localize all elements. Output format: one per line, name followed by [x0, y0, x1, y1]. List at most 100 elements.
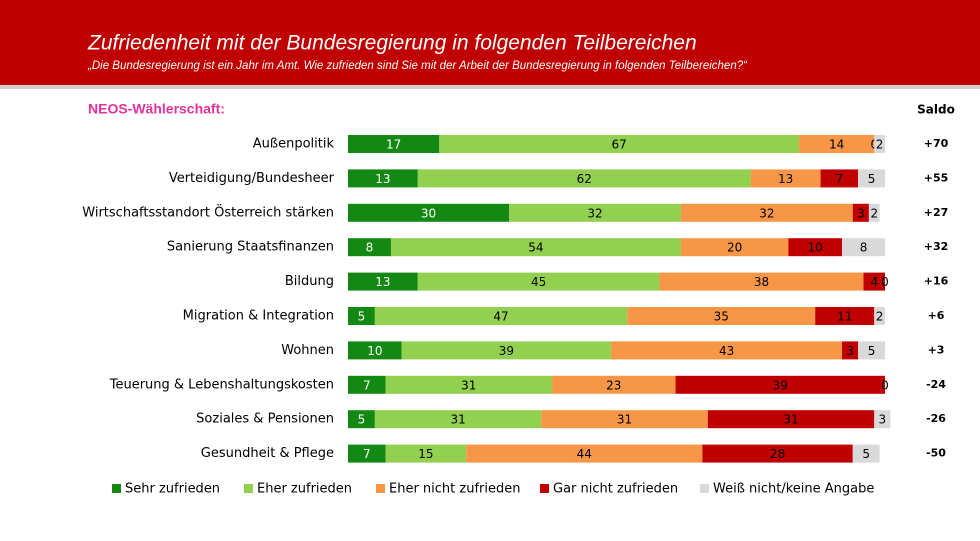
bar-segment	[348, 135, 440, 153]
legend-swatch	[700, 484, 709, 493]
saldo-label: -24	[926, 378, 946, 391]
bar-segment	[852, 444, 880, 463]
bar-segment	[874, 135, 885, 153]
legend-swatch	[376, 484, 385, 493]
value-label: 5	[868, 172, 876, 186]
saldo-label: +55	[924, 171, 949, 184]
legend-label: Gar nicht zufrieden	[553, 482, 678, 497]
bar-segment	[858, 341, 885, 360]
bar-segment	[401, 341, 612, 360]
bar-segment	[627, 307, 816, 325]
value-label: 2	[876, 310, 884, 324]
value-label: 7	[836, 172, 844, 186]
saldo-label: -26	[926, 412, 946, 425]
saldo-label: +3	[928, 343, 945, 356]
bar-segment	[820, 169, 859, 188]
bar-segment	[680, 238, 789, 257]
bar-segment	[348, 375, 386, 394]
value-label: 20	[727, 241, 742, 255]
value-label: 31	[461, 378, 476, 392]
category-label: Gesundheit & Pflege	[201, 446, 334, 461]
value-label: 3	[857, 206, 865, 220]
value-label: 54	[528, 241, 543, 255]
bar-segment	[348, 307, 375, 325]
value-label: 44	[577, 447, 592, 461]
value-label: 13	[778, 172, 793, 186]
legend-swatch	[540, 484, 549, 493]
value-label: 5	[868, 344, 876, 358]
bar-segment	[348, 341, 402, 360]
value-label: 10	[808, 241, 823, 255]
bar-segment	[374, 410, 542, 429]
bar-segment	[611, 341, 843, 360]
category-label: Außenpolitik	[253, 137, 335, 152]
value-label: 8	[860, 241, 868, 255]
saldo-label: +32	[924, 240, 949, 253]
chart-subtitle: „Die Bundesregierung ist ein Jahr im Amt…	[87, 60, 748, 72]
category-label: Migration & Integration	[183, 309, 334, 324]
value-label: 62	[577, 172, 592, 186]
bar-segment	[552, 375, 676, 394]
bar-segment	[417, 272, 660, 291]
value-label: 17	[386, 138, 401, 152]
legend-swatch	[244, 484, 253, 493]
header-rule	[0, 85, 980, 89]
bar-segment	[852, 203, 869, 222]
saldo-label: +6	[928, 309, 945, 322]
value-label: 28	[770, 447, 785, 461]
bar-segment	[348, 444, 386, 463]
chart-title: Zufriedenheit mit der Bundesregierung in…	[87, 32, 697, 55]
bar-segment	[348, 272, 418, 291]
bar-segment	[374, 307, 628, 325]
bar-segment	[680, 203, 853, 222]
value-label: 5	[358, 413, 366, 427]
saldo-label: +16	[924, 275, 949, 288]
bar-segment	[348, 169, 418, 188]
value-label: 39	[773, 378, 788, 392]
value-label: 4	[870, 275, 878, 289]
bar-segment	[750, 169, 821, 188]
value-label: 3	[878, 413, 886, 427]
legend-label: Eher nicht zufrieden	[389, 482, 520, 497]
value-label: 43	[719, 344, 734, 358]
saldo-label: +70	[924, 137, 949, 150]
value-label: 7	[363, 378, 371, 392]
value-label: 7	[363, 447, 371, 461]
bar-segment	[509, 203, 681, 222]
value-label: 67	[612, 138, 627, 152]
bar-segment	[863, 272, 885, 291]
bar-segment	[868, 203, 880, 222]
bar-segment	[799, 135, 875, 153]
category-label: Verteidigung/Bundesheer	[169, 171, 335, 186]
value-label: 31	[617, 413, 632, 427]
category-label: Teuerung & Lebenshaltungskosten	[109, 377, 334, 392]
category-label: Wohnen	[281, 343, 334, 358]
value-label: 0	[881, 275, 889, 289]
bar-segment	[788, 238, 843, 257]
value-label: 15	[418, 447, 433, 461]
value-label: 32	[759, 206, 774, 220]
saldo-label: +27	[924, 206, 949, 219]
bar-segment	[675, 375, 885, 394]
bar-segment	[348, 238, 391, 257]
bar-segment	[842, 238, 885, 257]
category-label: Soziales & Pensionen	[196, 412, 334, 427]
bar-segment	[348, 203, 510, 222]
value-label: 14	[829, 138, 844, 152]
bar-segment	[707, 410, 875, 429]
value-label: 11	[837, 310, 852, 324]
header-band	[0, 0, 980, 85]
bar-segment	[348, 410, 375, 429]
bar-segment	[874, 410, 891, 429]
value-label: 23	[606, 378, 621, 392]
value-label: 35	[714, 310, 729, 324]
value-label: 38	[754, 275, 769, 289]
legend-label: Eher zufrieden	[257, 482, 352, 497]
category-label: Sanierung Staatsfinanzen	[167, 240, 334, 255]
value-label: 13	[375, 275, 390, 289]
value-label: 31	[783, 413, 798, 427]
value-label: 8	[366, 241, 374, 255]
value-label: 31	[450, 413, 465, 427]
category-label: Wirtschaftsstandort Österreich stärken	[82, 203, 334, 220]
saldo-label: -50	[926, 447, 946, 460]
